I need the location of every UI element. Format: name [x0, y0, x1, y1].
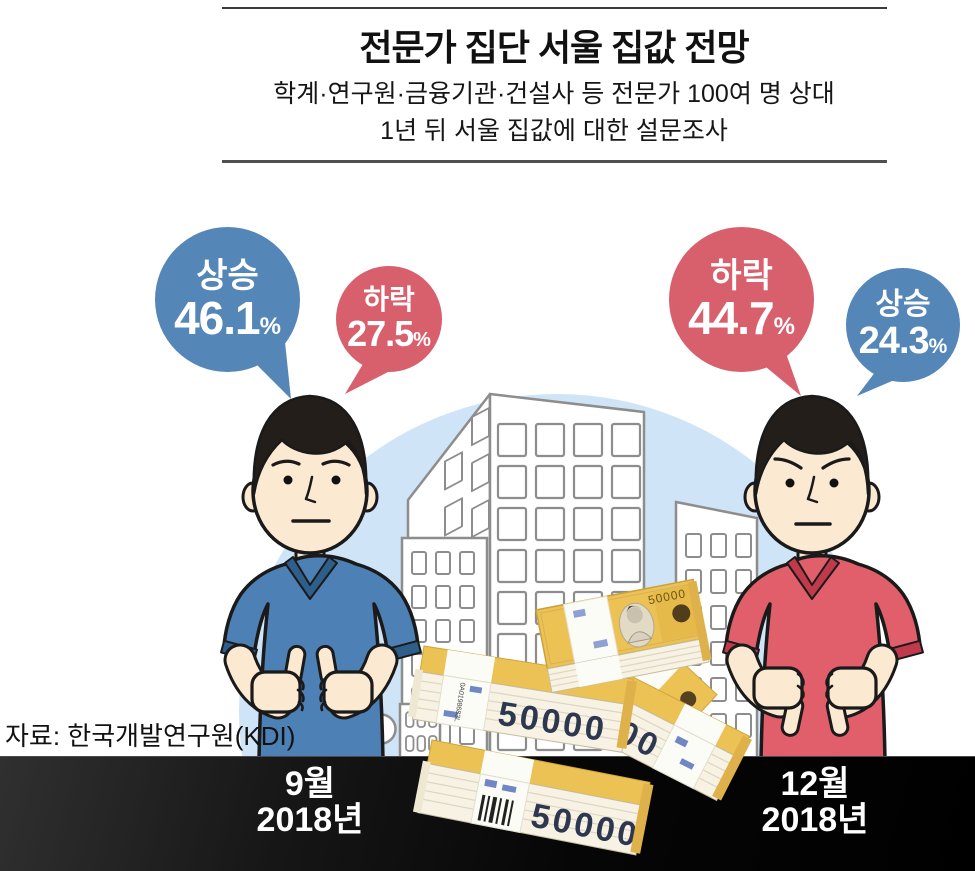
subtitle-line-1: 학계·연구원·금융기관·건설사 등 전문가 100여 명 상대: [273, 80, 835, 108]
bubble-value: 27.5: [347, 313, 414, 354]
bubble-label: 상승: [875, 288, 931, 321]
year-label: 2018년: [256, 801, 364, 840]
bubble-tail: [345, 364, 388, 394]
timeline-label-december: 12월 2018년: [762, 766, 869, 838]
bubble-unit: %: [413, 329, 431, 351]
bubble-unit: %: [773, 312, 795, 340]
month-label: 12월: [780, 765, 850, 803]
v-neck-collar: [284, 556, 338, 600]
bubble-label: 하락: [363, 284, 415, 315]
eye: [829, 478, 839, 488]
eye: [331, 475, 341, 485]
bubble-unit: %: [928, 335, 948, 358]
subtitle-line-2: 1년 뒤 서울 집값에 대한 설문조사: [380, 117, 728, 145]
header-rule-top: [222, 7, 887, 9]
thumbs-up-hand-icon: [315, 644, 374, 714]
timeline-label-september: 9월 2018년: [257, 766, 364, 838]
person-optimist: [220, 394, 422, 762]
bubble-fall-september: 하락 27.5%: [336, 266, 442, 372]
thumbs-up-hand-icon: [250, 644, 307, 714]
v-neck-collar: [786, 556, 840, 600]
header-rule-bottom: [222, 160, 887, 163]
building-small: [398, 702, 442, 762]
thumbs-down-hand-icon: [825, 666, 878, 737]
bubble-fall-december: 하락 44.7%: [669, 227, 814, 372]
nose: [304, 475, 317, 504]
eye: [283, 475, 293, 485]
bubble-label: 상승: [196, 256, 259, 295]
person-pessimist: [722, 394, 924, 762]
angry-eyebrows: [773, 457, 851, 470]
nose: [806, 475, 819, 504]
page-title: 전문가 집단 서울 집값 전망: [359, 27, 749, 68]
bubble-rise-december: 상승 24.3%: [846, 268, 960, 382]
bubble-label: 하락: [710, 256, 773, 295]
hair: [252, 394, 368, 496]
eye: [785, 478, 795, 488]
thumbs-down-hand-icon: [752, 666, 805, 737]
eyebrows: [271, 459, 351, 467]
month-label: 9월: [284, 765, 336, 803]
source-credit: 자료: 한국개발연구원(KDI): [5, 721, 296, 751]
bubble-rise-september: 상승 46.1%: [155, 227, 300, 372]
bubble-value: 24.3: [858, 320, 930, 362]
bubble-value: 46.1: [174, 291, 261, 344]
bubble-value: 44.7: [688, 291, 775, 344]
year-label: 2018년: [761, 801, 869, 840]
hair: [754, 394, 870, 496]
bubble-unit: %: [259, 312, 281, 340]
